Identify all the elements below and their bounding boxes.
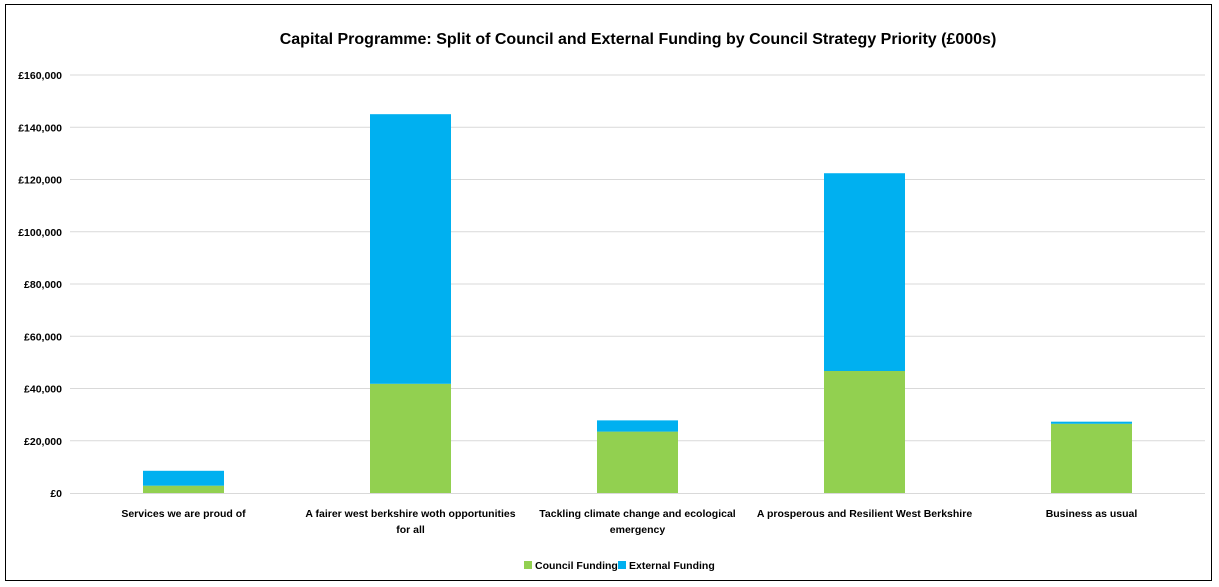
- legend: Council Funding External Funding: [524, 560, 715, 572]
- x-category-label: for all: [396, 524, 425, 536]
- bar-external-funding: [370, 114, 451, 384]
- bar-external-funding: [824, 173, 905, 371]
- bar-council-funding: [597, 431, 678, 493]
- y-tick-label: £140,000: [18, 122, 62, 134]
- bars: [143, 114, 1132, 493]
- x-category-label: Tackling climate change and ecological: [539, 508, 736, 520]
- bar-external-funding: [597, 420, 678, 432]
- x-category-label: A prosperous and Resilient West Berkshir…: [757, 508, 972, 520]
- chart-title: Capital Programme: Split of Council and …: [280, 31, 997, 48]
- x-category-label: Business as usual: [1046, 508, 1138, 520]
- y-tick-label: £80,000: [24, 279, 62, 291]
- legend-label-external-funding: External Funding: [629, 560, 715, 572]
- bar-council-funding: [143, 485, 224, 493]
- bar-external-funding: [1051, 421, 1132, 424]
- y-tick-label: £100,000: [18, 227, 62, 239]
- bar-council-funding: [370, 383, 451, 493]
- y-tick-label: £120,000: [18, 175, 62, 187]
- legend-swatch-council-funding: [524, 561, 532, 569]
- y-axis-ticks: £0 £20,000 £40,000 £60,000 £80,000 £100,000 £1…: [18, 70, 62, 500]
- y-tick-label: £40,000: [24, 384, 62, 396]
- legend-label-council-funding: Council Funding: [535, 560, 618, 572]
- x-category-label: emergency: [610, 524, 666, 536]
- y-tick-label: £20,000: [24, 436, 62, 448]
- bar-council-funding: [824, 370, 905, 493]
- x-category-label: Services we are proud of: [121, 508, 246, 520]
- y-tick-label: £160,000: [18, 70, 62, 82]
- bar-external-funding: [143, 470, 224, 486]
- y-tick-label: £60,000: [24, 331, 62, 343]
- bar-council-funding: [1051, 423, 1132, 493]
- y-tick-label: £0: [50, 488, 62, 500]
- gridlines: [70, 74, 1205, 442]
- legend-swatch-external-funding: [618, 561, 626, 569]
- x-axis-category-labels: Services we are proud of A fairer west be…: [121, 508, 1137, 536]
- x-category-label: A fairer west berkshire woth opportuniti…: [305, 508, 515, 520]
